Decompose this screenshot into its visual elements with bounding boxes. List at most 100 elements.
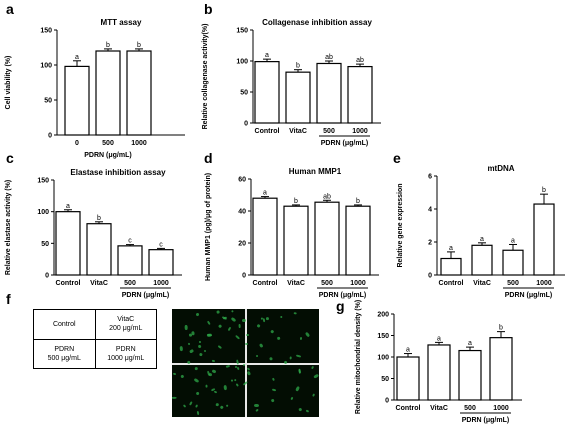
significance-letter: a [265,52,269,59]
cell-dot [215,403,219,407]
x-tick-label: 500 [464,405,476,412]
cell-dot [304,331,311,338]
chart-human-mmp1: Human MMP1 0 20 40 60 Human MMP1 (pg)/μg of p… [205,167,379,299]
bar [347,65,373,124]
x-tick-label: 500 [124,280,136,287]
panel-letter-e: e [393,150,401,166]
cell-dot [255,354,259,358]
cell-dot [306,409,310,412]
chart-title: MTT assay [101,18,142,27]
y-axis-label: Human MMP1 (pg)/μg of protein) [205,173,212,281]
significance-letter: a [449,245,453,252]
significance-letter: b [296,63,300,70]
y-tick-label: 40 [238,209,246,216]
cell-dot [253,403,259,408]
cell-dot [205,384,208,388]
y-tick-label: 2 [428,240,432,247]
bar [95,50,121,136]
x-tick-label: Control [439,280,464,287]
y-tick-label: 50 [44,98,52,105]
y-tick-label: 100 [40,63,52,70]
cell-dot [225,404,229,408]
x-tick-label: 0 [75,140,79,147]
cell-dot [172,396,178,399]
significance-letter: b [499,325,503,332]
cell-dot [289,356,292,360]
cell-dot [219,404,225,410]
cell-dot [198,340,201,343]
significance-letter: a [468,340,472,347]
y-tick-label: 60 [238,177,246,184]
cell-dot [265,317,269,320]
cell-dot [207,320,211,325]
fluorescence-micrograph [172,309,319,417]
panel-letter-b: b [204,1,213,17]
cell-dot [233,378,237,381]
cell-dot [191,331,196,337]
cell-dot [230,316,237,323]
group-label: PDRN (μg/mL) [505,292,552,299]
chart-mtt-assay: MTT assay 0 50 100 150 Cell viability (%) a 0 b 5… [5,18,185,159]
cell-dot [271,388,277,392]
cell-dot [183,404,187,409]
y-tick-label: 150 [377,333,389,340]
panel-letter-g: g [336,298,345,314]
cell-dot [295,354,301,358]
table-cell-control: Control [33,309,96,340]
panel-letter-f: f [6,291,11,307]
x-tick-label: 1000 [131,140,147,147]
significance-letter: c [128,238,132,245]
cell-dot [195,312,200,317]
chart-collagenase: Collagenase inhibition assay 0 50 100 150 Rel… [202,18,381,147]
group-label: PDRN (μg/mL) [84,152,131,159]
cell-dot [197,344,202,349]
x-tick-label: 1000 [493,405,509,412]
x-tick-label: 500 [323,128,335,135]
x-tick-label: Control [56,280,81,287]
cell-dot [208,372,212,377]
y-tick-label: 0 [428,273,432,280]
y-tick-label: 150 [40,28,52,35]
group-label: PDRN (μg/mL) [122,292,169,299]
x-tick-label: 1000 [352,128,368,135]
cell-dot [298,407,302,411]
y-tick-label: 20 [238,241,246,248]
y-tick-label: 100 [377,355,389,362]
significance-letter: a [480,236,484,243]
cell-dot [236,383,240,387]
y-axis-label: Relative mitochondrial density (%) [355,300,362,414]
table-cell-pdrn-1000: PDRN 1000 μg/mL [94,338,157,369]
y-axis-label: Relative collagenase activity(%) [202,24,209,130]
significance-letter: b [356,198,360,205]
bar [252,197,278,276]
y-axis-label: Relative gene expression [397,183,404,267]
x-tick-label: 500 [102,140,114,147]
chart-title: Collagenase inhibition assay [262,18,372,27]
image-divider-horizontal [172,363,319,365]
bar [458,349,482,401]
chart-title: Human MMP1 [289,167,342,176]
cell-dot [189,348,194,353]
cell-dot [218,324,223,329]
bar [254,61,280,124]
significance-letter: a [75,54,79,61]
cell-dot [187,342,191,346]
bar [489,337,513,401]
y-axis-label: Relative elastase activity (%) [5,180,12,275]
x-tick-label: VitaC [287,280,305,287]
cell-dot [258,342,264,349]
x-tick-label: 1000 [350,280,366,287]
cell-dot [180,374,185,378]
bar [427,344,451,401]
bar [64,65,90,136]
cell-dot [270,329,275,334]
cell-dot [293,312,297,315]
cell-dot [194,367,198,371]
cell-dot [271,377,275,381]
cell-dot [230,379,234,382]
cell-dot [234,335,240,341]
significance-letter: ab [356,57,364,64]
significance-letter: b [542,187,546,194]
cell-dot [242,318,247,322]
y-tick-label: 0 [244,121,248,128]
